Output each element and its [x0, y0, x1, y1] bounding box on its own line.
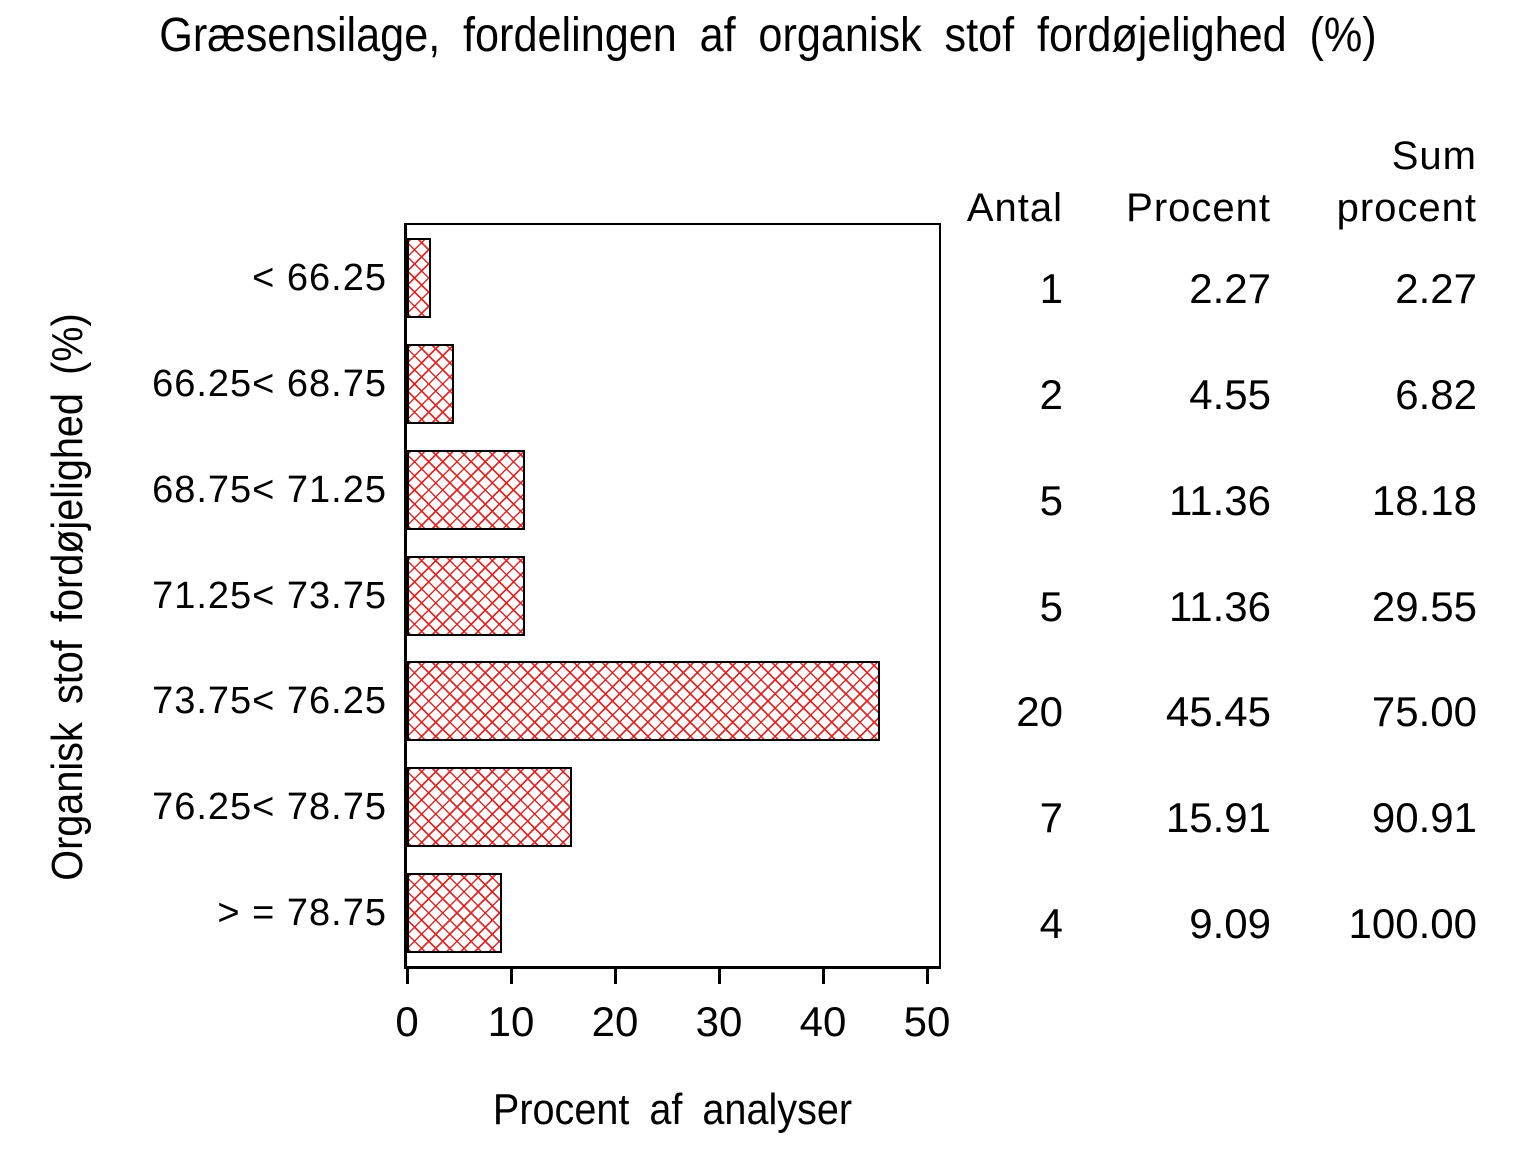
table-cell-sum-row-2: 18.18 [1371, 476, 1477, 524]
table-cell-procent-row-1: 4.55 [1189, 370, 1271, 418]
table-header-sum-line2: procent [1336, 186, 1477, 230]
bar-row-3 [407, 555, 526, 636]
table-cell-antal-row-1: 2 [1039, 370, 1063, 418]
table-cell-sum-row-5: 90.91 [1371, 794, 1477, 842]
table-cell-procent-row-3: 11.36 [1169, 582, 1271, 630]
x-axis-tick-label-5: 50 [903, 998, 951, 1045]
table-header-sum-line1: Sum [1391, 134, 1477, 178]
table-cell-procent-row-0: 2.27 [1189, 264, 1271, 312]
table-cell-procent-row-4: 45.45 [1165, 688, 1271, 736]
table-cell-procent-row-5: 15.91 [1165, 794, 1271, 842]
bar-row-2 [407, 449, 526, 530]
table-cell-sum-row-6: 100.00 [1348, 900, 1477, 948]
table-header-procent: Procent [1126, 186, 1271, 230]
x-axis-tick-3 [717, 969, 721, 984]
plot-area [404, 223, 941, 969]
table-cell-antal-row-4: 20 [1016, 688, 1063, 736]
bar-row-5 [407, 767, 573, 848]
x-axis-tick-2 [613, 969, 617, 984]
bar-row-6 [407, 873, 502, 954]
table-cell-antal-row-3: 5 [1039, 582, 1063, 630]
category-label-3: 71.25< 73.75 [152, 574, 387, 617]
x-axis-tick-label-4: 40 [799, 998, 847, 1045]
x-axis-tick-label-2: 20 [591, 998, 639, 1045]
y-axis-title: Organisk stof fordøjelighed (%) [43, 313, 92, 881]
category-label-5: 76.25< 78.75 [152, 786, 387, 829]
x-axis-tick-label-1: 10 [487, 998, 535, 1045]
table-cell-sum-row-4: 75.00 [1371, 688, 1477, 736]
category-label-0: < 66.25 [252, 256, 387, 299]
x-axis-tick-0 [405, 969, 409, 984]
chart-title: Græsensilage, fordelingen af organisk st… [159, 9, 1377, 62]
table-cell-procent-row-2: 11.36 [1169, 476, 1271, 524]
bar-row-4 [407, 661, 880, 742]
table-cell-sum-row-0: 2.27 [1395, 264, 1477, 312]
table-cell-procent-row-6: 9.09 [1189, 900, 1271, 948]
category-label-6: > = 78.75 [217, 892, 387, 935]
table-cell-antal-row-2: 5 [1039, 476, 1063, 524]
table-cell-antal-row-0: 1 [1039, 264, 1063, 312]
category-label-2: 68.75< 71.25 [152, 468, 387, 511]
category-label-1: 66.25< 68.75 [152, 362, 387, 405]
table-cell-antal-row-5: 7 [1039, 794, 1063, 842]
table-cell-antal-row-6: 4 [1039, 900, 1063, 948]
bar-row-1 [407, 343, 455, 424]
x-axis-title: Procent af analyser [492, 1085, 853, 1134]
table-header-sum-procent: Sum procent [1337, 130, 1477, 234]
x-axis-tick-label-3: 30 [695, 998, 743, 1045]
table-cell-sum-row-3: 29.55 [1371, 582, 1477, 630]
x-axis-tick-1 [509, 969, 513, 984]
table-cell-sum-row-1: 6.82 [1395, 370, 1477, 418]
x-axis-tick-label-0: 0 [395, 998, 419, 1045]
table-header-antal: Antal [966, 186, 1063, 230]
x-axis-tick-4 [821, 969, 825, 984]
x-axis-tick-5 [925, 969, 929, 984]
bar-row-0 [407, 237, 431, 318]
category-label-4: 73.75< 76.25 [152, 680, 387, 723]
